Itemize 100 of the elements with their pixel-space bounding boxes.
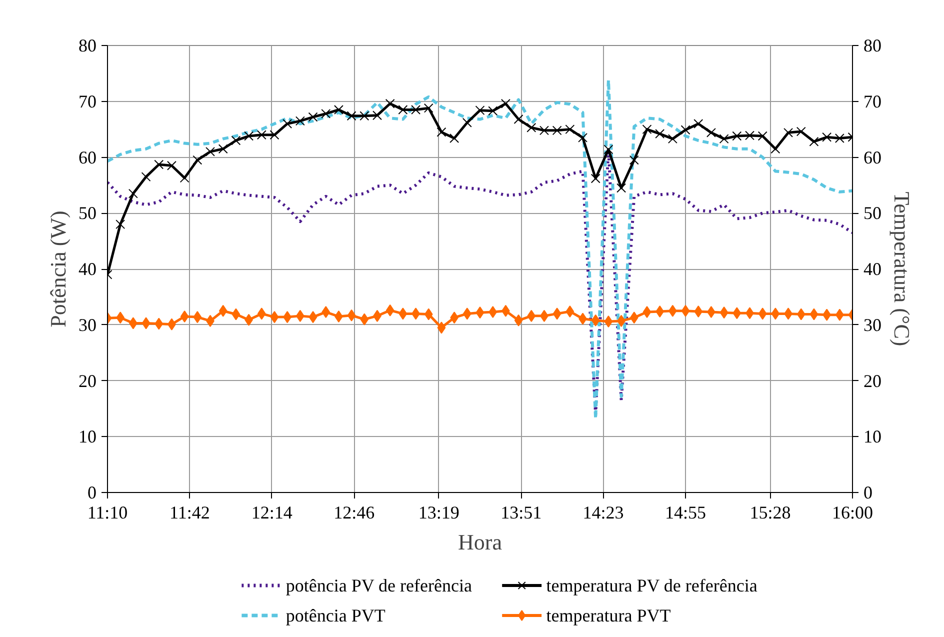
point <box>462 118 472 128</box>
point <box>732 131 742 141</box>
point <box>706 128 716 138</box>
point <box>604 144 614 154</box>
point <box>154 160 164 170</box>
point <box>642 124 652 134</box>
point <box>668 134 678 144</box>
point <box>334 105 344 114</box>
point <box>527 310 536 322</box>
point <box>488 106 498 116</box>
point <box>308 311 318 324</box>
point <box>192 155 202 165</box>
point <box>166 160 176 170</box>
point <box>154 318 164 330</box>
point <box>835 308 844 321</box>
point <box>694 305 703 318</box>
y-axis-title: Potência (W) <box>46 210 70 328</box>
point <box>372 110 382 120</box>
y2-tick-label: 10 <box>864 426 882 447</box>
y2-tick-label: 20 <box>864 370 882 391</box>
point <box>514 314 523 326</box>
point <box>424 308 433 320</box>
point <box>796 126 806 136</box>
point <box>180 310 189 322</box>
point <box>116 220 126 230</box>
point <box>552 308 562 320</box>
y-tick-label: 50 <box>78 203 96 224</box>
x-tick-label: 13:51 <box>500 502 542 522</box>
point <box>744 130 754 140</box>
line-series <box>108 78 852 420</box>
legend-label: temperatura PV de referência <box>546 576 758 596</box>
point <box>655 129 665 139</box>
legend-label: potência PV de referência <box>286 576 472 596</box>
point <box>321 108 331 118</box>
x-tick-label: 11:10 <box>87 502 128 522</box>
point <box>565 124 575 134</box>
x-tick-label: 14:55 <box>665 502 706 522</box>
point <box>834 134 844 143</box>
point <box>552 126 562 136</box>
point <box>796 308 806 320</box>
point <box>462 308 472 320</box>
x-tick-label: 14:23 <box>582 502 624 522</box>
y2-tick-label: 30 <box>864 314 882 335</box>
point <box>526 122 536 132</box>
y2-tick-label: 70 <box>864 91 882 112</box>
y-tick-label: 30 <box>78 314 96 335</box>
point <box>218 304 228 317</box>
point <box>578 132 588 142</box>
point <box>193 311 202 324</box>
y2-axis-title: Temperatura (°C) <box>890 192 914 346</box>
point <box>424 103 434 113</box>
point <box>116 312 125 324</box>
y-tick-label: 20 <box>78 370 96 391</box>
point <box>514 114 524 124</box>
point <box>450 134 460 143</box>
x-tick-label: 15:28 <box>750 502 791 522</box>
y2-tick-label: 80 <box>864 36 882 56</box>
x-axis-title: Hora <box>458 530 502 554</box>
point <box>360 313 369 326</box>
point <box>436 127 446 137</box>
y2-tick-label: 60 <box>864 147 882 168</box>
x-tick-label: 16:00 <box>832 502 874 522</box>
point <box>771 308 780 320</box>
point <box>758 308 767 320</box>
point <box>295 116 305 126</box>
y-tick-label: 10 <box>78 426 96 447</box>
y-tick-label: 80 <box>78 36 96 56</box>
point <box>385 98 395 108</box>
point <box>758 131 768 141</box>
point <box>437 322 446 334</box>
point <box>270 130 280 140</box>
point <box>308 112 318 122</box>
point <box>720 306 728 319</box>
point <box>629 155 639 165</box>
point <box>732 307 742 320</box>
point <box>322 306 330 318</box>
point <box>232 308 240 320</box>
point <box>346 111 356 121</box>
point <box>680 125 690 135</box>
point <box>476 306 484 319</box>
x-tick-label: 11:42 <box>170 502 210 522</box>
point <box>398 105 408 114</box>
x-tick-label: 12:14 <box>251 502 292 522</box>
point <box>681 304 690 317</box>
point <box>488 306 498 318</box>
y-tick-label: 40 <box>78 259 96 279</box>
point <box>604 316 613 328</box>
point <box>218 144 228 154</box>
x-tick-label: 13:19 <box>418 502 460 522</box>
point <box>270 311 279 324</box>
point <box>398 308 408 320</box>
point <box>539 126 549 136</box>
point <box>386 304 394 316</box>
point <box>810 308 818 320</box>
point <box>784 128 794 138</box>
point <box>282 118 292 128</box>
point <box>128 188 138 198</box>
point <box>256 130 266 140</box>
point <box>630 312 638 324</box>
point <box>616 183 626 193</box>
